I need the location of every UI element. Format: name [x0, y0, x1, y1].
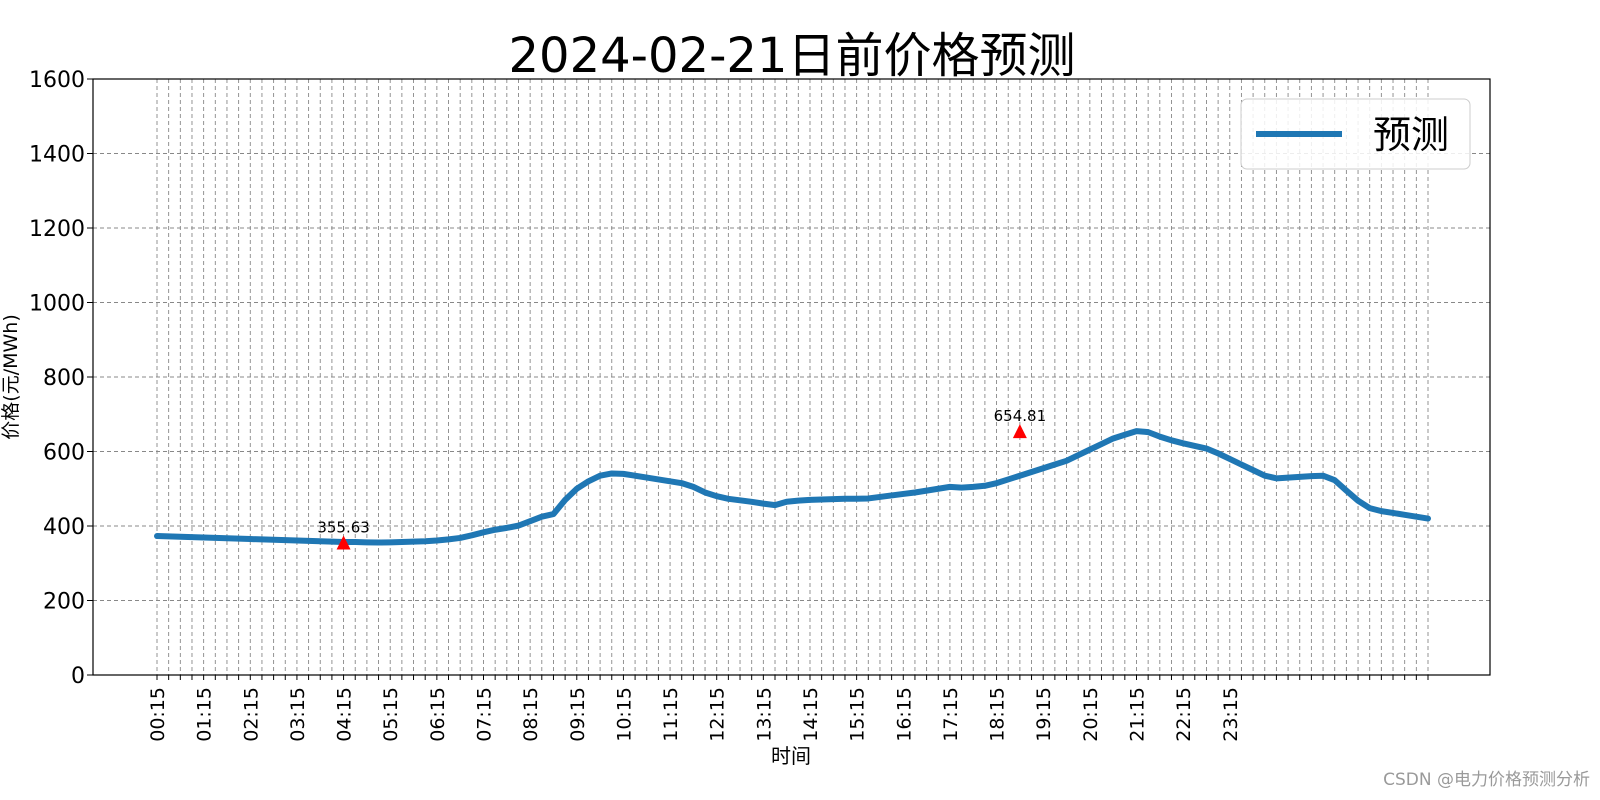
x-tick-label: 01:15 — [194, 687, 216, 742]
y-tick-label: 800 — [43, 366, 85, 391]
x-tick-label: 23:15 — [1220, 687, 1242, 742]
legend: 预测 — [1240, 98, 1471, 170]
legend-box — [1240, 98, 1471, 170]
x-tick-label: 03:15 — [287, 687, 309, 742]
y-axis-label: 价格(元/MWh) — [0, 314, 22, 439]
x-tick-label: 05:15 — [380, 687, 402, 742]
x-axis-label: 时间 — [771, 744, 811, 768]
x-tick-label: 07:15 — [473, 687, 495, 742]
y-tick-label: 1400 — [29, 143, 85, 168]
series-layer: 355.63 654.81 — [154, 407, 1431, 550]
x-tick-label: 08:15 — [520, 687, 542, 742]
grid — [93, 78, 1490, 676]
annotation-label: 355.63 — [317, 519, 370, 537]
x-tick-label: 18:15 — [987, 687, 1009, 742]
y-tick-label: 1600 — [29, 68, 85, 93]
x-tick-label: 00:15 — [147, 687, 169, 742]
x-tick-label: 16:15 — [893, 687, 915, 742]
annotation-label: 654.81 — [994, 407, 1047, 425]
x-tick-label: 11:15 — [660, 687, 682, 742]
x-tick-label: 06:15 — [427, 687, 449, 742]
y-tick-label: 400 — [43, 515, 85, 540]
legend-label: 预测 — [1373, 113, 1449, 157]
y-tick-label: 200 — [43, 590, 85, 615]
y-tick-label: 0 — [71, 664, 85, 689]
x-tick-label: 12:15 — [707, 687, 729, 742]
x-tick-label: 15:15 — [847, 687, 869, 742]
y-tick-label: 1000 — [29, 292, 85, 317]
y-tick-label: 1200 — [29, 217, 85, 242]
chart-title: 2024-02-21日前价格预测 — [509, 28, 1076, 84]
axis-ticks: 0 200 400 600 800 1000 1200 1400 1600 00:15 01:15 0… — [29, 68, 1429, 742]
x-tick-label: 19:15 — [1033, 687, 1055, 742]
annotation-marker — [336, 535, 351, 550]
x-tick-label: 20:15 — [1080, 687, 1102, 742]
annotation-marker — [1012, 424, 1027, 439]
x-tick-label: 10:15 — [613, 687, 635, 742]
x-tick-label: 04:15 — [334, 687, 356, 742]
x-tick-label: 17:15 — [940, 687, 962, 742]
x-tick-label: 13:15 — [753, 687, 775, 742]
x-tick-label: 02:15 — [240, 687, 262, 742]
watermark: CSDN @电力价格预测分析 — [1383, 770, 1590, 790]
x-tick-label: 21:15 — [1126, 687, 1148, 742]
x-tick-label: 09:15 — [567, 687, 589, 742]
series-line-yuce — [154, 428, 1431, 546]
x-tick-label: 14:15 — [800, 687, 822, 742]
x-tick-label: 22:15 — [1173, 687, 1195, 742]
y-tick-label: 600 — [43, 441, 85, 466]
